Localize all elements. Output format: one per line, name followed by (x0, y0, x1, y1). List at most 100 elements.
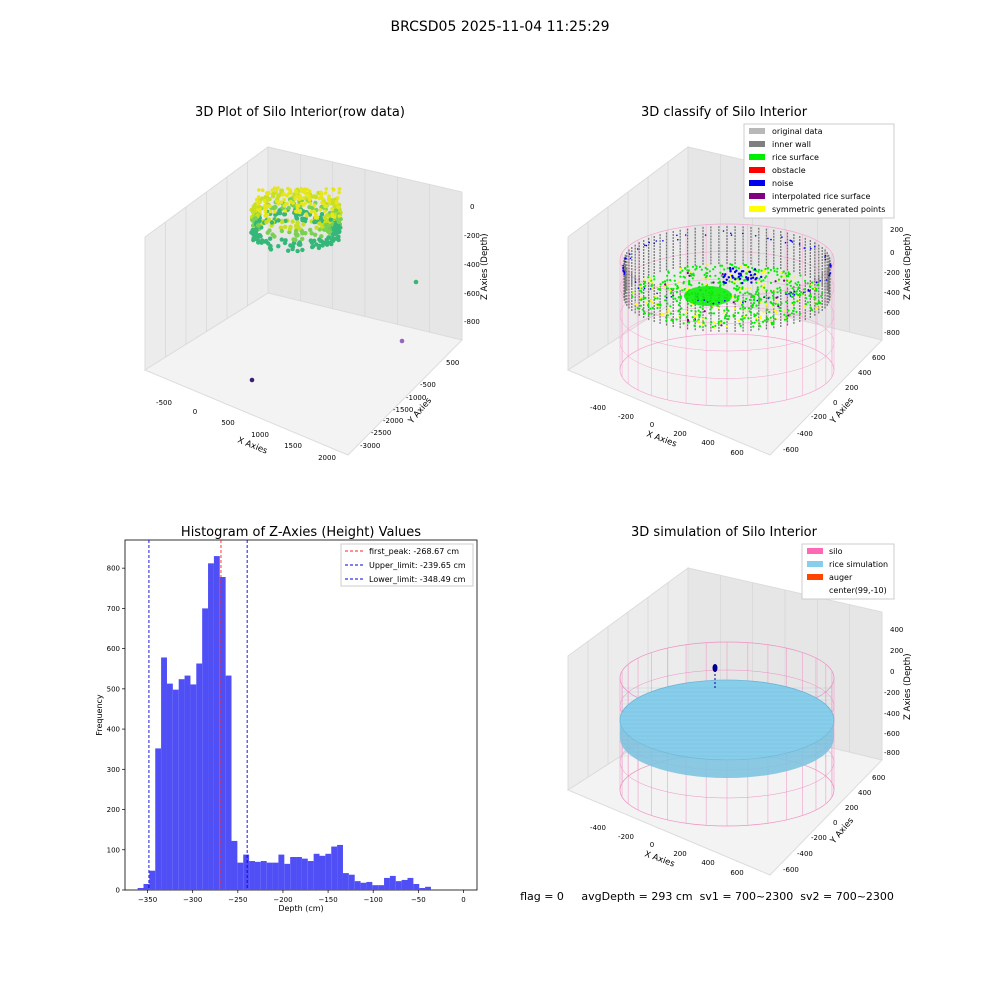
legend-label: rice simulation (829, 560, 888, 569)
histogram-bar (407, 877, 414, 890)
tick-label: -200 (811, 413, 827, 421)
legend-swatch (749, 167, 765, 173)
tick-label: 200 (890, 226, 903, 234)
tick-label: -1500 (393, 406, 413, 414)
legend-swatch (749, 128, 765, 134)
histogram-bar (366, 881, 373, 890)
x-tick-label: −100 (364, 896, 383, 904)
x-axis-label: Depth (cm) (278, 904, 323, 913)
histogram-bar (143, 883, 150, 890)
legend-swatch (749, 193, 765, 199)
histogram-bar (249, 861, 255, 890)
histogram-bar (155, 748, 162, 890)
classified-point-cloud (622, 226, 832, 332)
histogram-bar (319, 855, 326, 890)
tick-label: 200 (845, 384, 858, 392)
tick-label: 500 (446, 359, 459, 367)
tick-label: 2000 (318, 454, 336, 462)
histogram-bars (137, 556, 431, 890)
histogram-bar (419, 887, 426, 890)
histogram-bar (272, 862, 279, 890)
histogram-bar (225, 675, 232, 890)
tick-label: -2500 (371, 429, 391, 437)
tick-label: 600 (872, 354, 885, 362)
legend-swatch (807, 561, 823, 567)
legend-label: Upper_limit: -239.65 cm (369, 561, 466, 570)
axis-ticks: −350 −300 −250 −200 −150 −100 −50 0 0 100 200 300 40… (107, 565, 466, 904)
legend-swatch (749, 154, 765, 160)
tick-label: 0 (833, 399, 837, 407)
reference-lines (148, 540, 248, 890)
tick-label: -400 (797, 430, 813, 438)
tick-label: 0 (890, 249, 894, 257)
tick-label: 400 (701, 859, 714, 867)
tick-label: 200 (673, 430, 686, 438)
legend-label: noise (772, 179, 793, 188)
x-tick-label: −350 (138, 896, 157, 904)
histogram-bar (401, 879, 408, 890)
auger (712, 664, 718, 688)
histogram-bar (395, 881, 402, 890)
tick-label: 400 (890, 626, 903, 634)
z-axis-label: Z Axies (Depth) (480, 233, 490, 300)
raw-point-cloud (249, 186, 343, 254)
histogram-bar (389, 875, 396, 890)
rice-surface-side (620, 720, 834, 778)
outlier-point (413, 279, 419, 285)
histogram-bar (178, 679, 185, 890)
tick-label: -200 (618, 413, 634, 421)
z-axis-label: Z Axies (Depth) (903, 233, 913, 300)
histogram-bar (137, 887, 144, 890)
tick-label: -500 (420, 381, 436, 389)
tick-label: -200 (464, 232, 480, 240)
tick-label: 0 (470, 203, 474, 211)
panel-3d-raw: 3D Plot of Silo Interior(row data) -500 … (143, 105, 490, 462)
tick-label: 0 (650, 841, 654, 849)
tick-label: -500 (156, 399, 172, 407)
status-text: flag = 0 avgDepth = 293 cm sv1 = 700~230… (520, 890, 894, 903)
histogram-bar (254, 861, 261, 890)
legend: silo rice simulation auger center(99,-10… (801, 543, 895, 600)
y-tick-label: 700 (107, 605, 120, 613)
legend-swatch (749, 206, 765, 212)
histogram-bar (202, 608, 209, 890)
histogram-bar (278, 854, 285, 890)
tick-label: -400 (590, 404, 606, 412)
histogram-bar (237, 862, 244, 890)
legend-label: obstacle (772, 166, 806, 175)
histogram-bar (325, 853, 332, 890)
tick-label: -800 (884, 749, 900, 757)
histogram-bar (266, 862, 273, 890)
tick-label: 400 (858, 789, 871, 797)
panel-3d-classify-title: 3D classify of Silo Interior (641, 105, 808, 120)
x-tick-label: −300 (183, 896, 202, 904)
histogram-bar (219, 577, 226, 890)
tick-label: -2000 (383, 417, 403, 425)
x-tick-label: −150 (318, 896, 337, 904)
histogram-bar (307, 861, 314, 890)
histogram-bar (331, 846, 338, 890)
histogram-bar (290, 857, 297, 890)
y-tick-label: 500 (107, 685, 120, 693)
histogram-bar (284, 863, 291, 890)
x-tick-label: 0 (461, 896, 465, 904)
histogram-bar (184, 675, 191, 890)
histogram-bar (260, 861, 267, 890)
rice-surface-dense (684, 286, 732, 306)
chart-title: Histogram of Z-Axies (Height) Values (181, 525, 421, 540)
histogram-bar (301, 858, 308, 890)
x-axis-label: X Axies (643, 849, 676, 869)
tick-label: 600 (730, 869, 743, 877)
legend-swatch (749, 180, 765, 186)
tick-label: 500 (221, 419, 234, 427)
x-tick-label: −50 (411, 896, 426, 904)
tick-label: -600 (783, 446, 799, 454)
tick-label: -600 (884, 730, 900, 738)
tick-label: 600 (730, 449, 743, 457)
y-tick-label: 600 (107, 645, 120, 653)
histogram-bar (378, 885, 385, 890)
panel-3d-raw-title: 3D Plot of Silo Interior(row data) (195, 105, 405, 120)
legend-swatch (807, 574, 823, 580)
panel-3d-simulation: 3D simulation of Silo Interior -400 -200… (566, 525, 913, 877)
